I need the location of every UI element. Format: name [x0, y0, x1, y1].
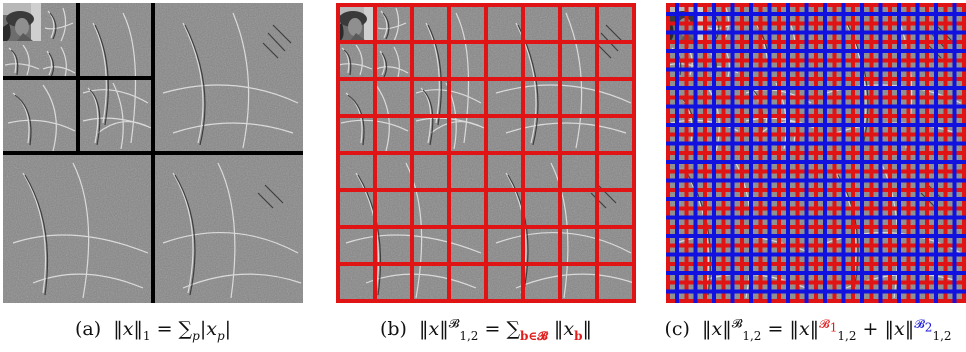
caption-a-label: (a) — [74, 318, 102, 340]
panel-a-svg — [3, 3, 303, 303]
panel-a-wavelet-image — [3, 3, 303, 303]
caption-a-formula: ‖x‖1 = ∑p|xp| — [107, 318, 232, 343]
caption-c-formula: ‖x‖𝓑1,2 = ‖x‖𝓑11,2 + ‖x‖𝓑21,2 — [695, 316, 952, 343]
caption-b-formula: ‖x‖𝓑1,2 = ∑b∈𝓑 ‖xb‖ — [413, 316, 593, 343]
panel-c-svg — [666, 3, 966, 303]
panel-b-block-partition — [336, 3, 636, 303]
caption-b: (b) ‖x‖𝓑1,2 = ∑b∈𝓑 ‖xb‖ — [326, 313, 646, 345]
blue-block-grid — [666, 3, 966, 303]
caption-c: (c) ‖x‖𝓑1,2 = ‖x‖𝓑11,2 + ‖x‖𝓑21,2 — [650, 313, 966, 345]
subband-separators — [3, 3, 303, 303]
caption-a: (a) ‖x‖1 = ∑p|xp| — [3, 313, 303, 345]
caption-b-label: (b) — [379, 318, 407, 340]
panel-c-overlapping-partitions — [666, 3, 966, 303]
caption-c-label: (c) — [664, 318, 690, 340]
panel-b-svg — [336, 3, 636, 303]
red-block-grid — [336, 3, 636, 303]
